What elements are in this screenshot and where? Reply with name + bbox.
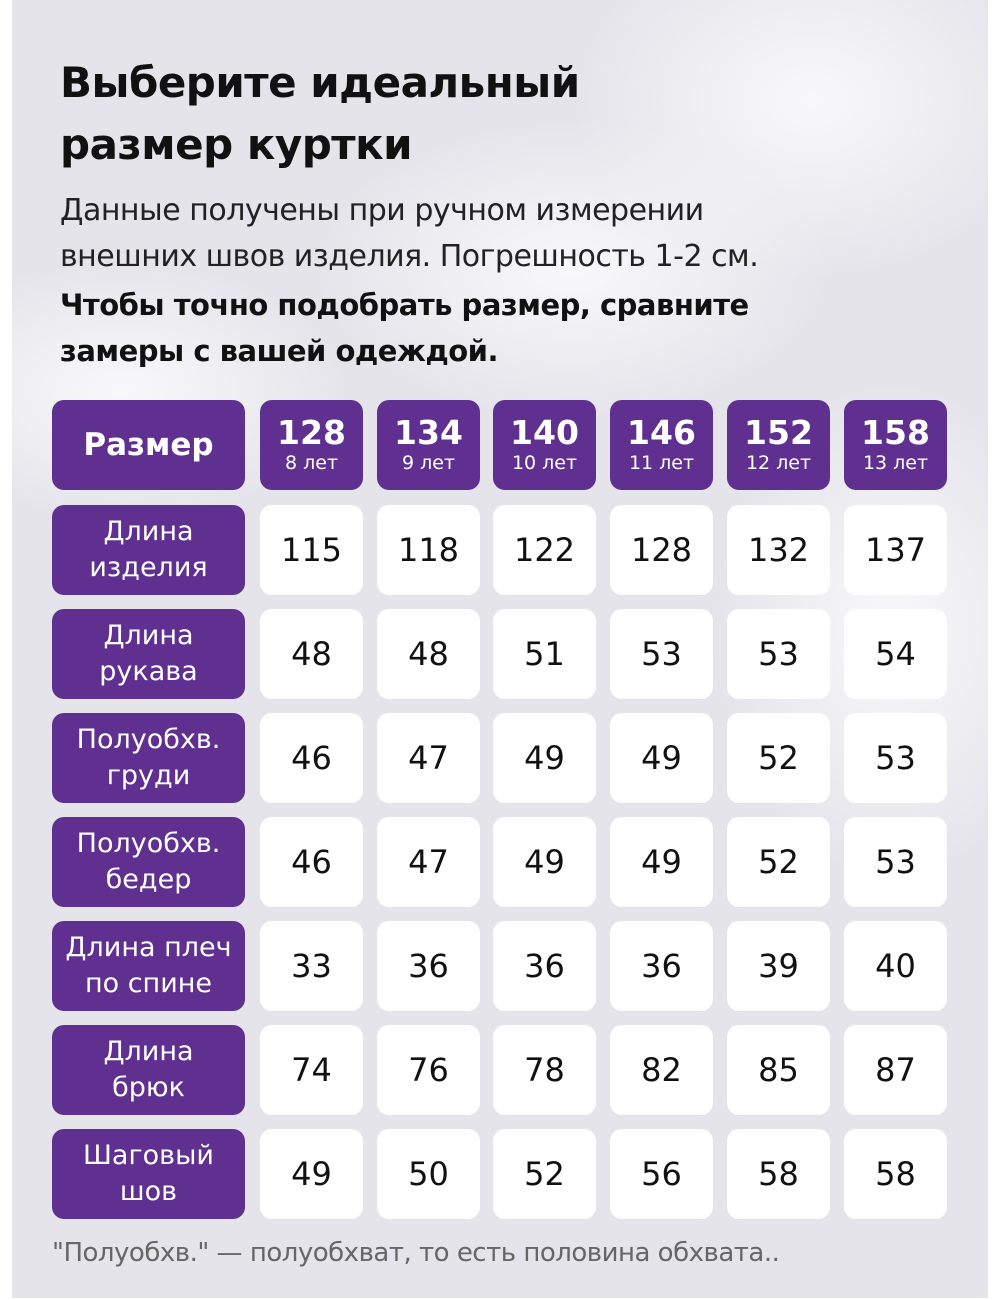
table-cell: 33	[260, 921, 363, 1011]
table-cell: 49	[493, 713, 596, 803]
age-label: 12 лет	[745, 452, 812, 474]
title-line: Выберите идеальный	[60, 58, 580, 107]
row-label: Длина рукава	[52, 609, 245, 699]
table-cell: 36	[377, 921, 480, 1011]
table-cell: 48	[377, 609, 480, 699]
size-header: 140 10 лет	[493, 400, 596, 490]
size-value: 128	[277, 413, 346, 452]
table-cell: 87	[844, 1025, 947, 1115]
row-label: Длина плеч по спине	[52, 921, 245, 1011]
age-label: 8 лет	[284, 452, 339, 474]
table-cell: 36	[493, 921, 596, 1011]
table-cell: 46	[260, 817, 363, 907]
table-cell: 53	[844, 713, 947, 803]
row-label-line: по спине	[84, 968, 213, 999]
table-cell: 53	[610, 609, 713, 699]
size-header: 128 8 лет	[260, 400, 363, 490]
table-cell: 115	[260, 505, 363, 595]
size-value: 134	[394, 413, 463, 452]
row-label-line: Длина	[103, 516, 194, 547]
row-label-line: Полуобхв.	[76, 828, 221, 859]
table-cell: 47	[377, 817, 480, 907]
table-cell: 74	[260, 1025, 363, 1115]
row-label-line: брюк	[112, 1072, 185, 1103]
row-label-line: Длина плеч	[65, 932, 232, 963]
size-header: 152 12 лет	[727, 400, 830, 490]
table-cell: 36	[610, 921, 713, 1011]
row-label-line: груди	[106, 760, 191, 791]
row-label-line: изделия	[89, 552, 208, 583]
table-cell: 58	[727, 1129, 830, 1219]
age-label: 13 лет	[862, 452, 929, 474]
table-cell: 49	[260, 1129, 363, 1219]
table-cell: 50	[377, 1129, 480, 1219]
size-value: 146	[627, 413, 696, 452]
row-label: Полуобхв. бедер	[52, 817, 245, 907]
table-cell: 78	[493, 1025, 596, 1115]
subtitle: Данные получены при ручном измерении вне…	[60, 188, 759, 280]
table-cell: 51	[493, 609, 596, 699]
table-cell: 49	[610, 713, 713, 803]
table-cell: 52	[493, 1129, 596, 1219]
table-cell: 118	[377, 505, 480, 595]
age-label: 9 лет	[401, 452, 456, 474]
size-header: 134 9 лет	[377, 400, 480, 490]
row-label-line: Шаговый	[83, 1140, 214, 1171]
size-header: 158 13 лет	[844, 400, 947, 490]
table-cell: 53	[844, 817, 947, 907]
size-value: 140	[510, 413, 579, 452]
table-cell: 52	[727, 817, 830, 907]
subtitle-line: внешних швов изделия. Погрешность 1-2 см…	[60, 239, 759, 274]
age-label: 10 лет	[511, 452, 578, 474]
table-cell: 49	[610, 817, 713, 907]
row-label-line: шов	[119, 1176, 178, 1207]
row-label: Длина изделия	[52, 505, 245, 595]
size-value: 152	[744, 413, 813, 452]
row-label-line: рукава	[99, 656, 198, 687]
age-label: 11 лет	[628, 452, 695, 474]
table-corner-header: Размер	[52, 400, 245, 490]
table-cell: 137	[844, 505, 947, 595]
table-cell: 58	[844, 1129, 947, 1219]
row-label-line: Длина	[103, 1036, 194, 1067]
size-header: 146 11 лет	[610, 400, 713, 490]
table-cell: 76	[377, 1025, 480, 1115]
table-cell: 52	[727, 713, 830, 803]
table-cell: 46	[260, 713, 363, 803]
table-cell: 54	[844, 609, 947, 699]
emphasis-text: Чтобы точно подобрать размер, сравните з…	[60, 282, 749, 374]
table-cell: 132	[727, 505, 830, 595]
table-cell: 48	[260, 609, 363, 699]
emphasis-line: замеры с вашей одеждой.	[60, 334, 499, 368]
page-title: Выберите идеальный размер куртки	[60, 52, 580, 176]
row-label-line: Длина	[103, 620, 194, 651]
row-label: Длина брюк	[52, 1025, 245, 1115]
subtitle-line: Данные получены при ручном измерении	[60, 193, 704, 228]
table-cell: 49	[493, 817, 596, 907]
table-cell: 39	[727, 921, 830, 1011]
row-label: Полуобхв. груди	[52, 713, 245, 803]
table-cell: 53	[727, 609, 830, 699]
table-cell: 56	[610, 1129, 713, 1219]
table-cell: 40	[844, 921, 947, 1011]
table-cell: 122	[493, 505, 596, 595]
title-line: размер куртки	[60, 120, 413, 169]
table-cell: 47	[377, 713, 480, 803]
table-cell: 128	[610, 505, 713, 595]
size-value: 158	[861, 413, 930, 452]
row-label: Шаговый шов	[52, 1129, 245, 1219]
table-cell: 82	[610, 1025, 713, 1115]
row-label-line: Полуобхв.	[76, 724, 221, 755]
emphasis-line: Чтобы точно подобрать размер, сравните	[60, 288, 749, 322]
table-cell: 85	[727, 1025, 830, 1115]
row-label-line: бедер	[105, 864, 192, 895]
footnote: "Полуобхв." — полуобхват, то есть полови…	[52, 1238, 780, 1268]
